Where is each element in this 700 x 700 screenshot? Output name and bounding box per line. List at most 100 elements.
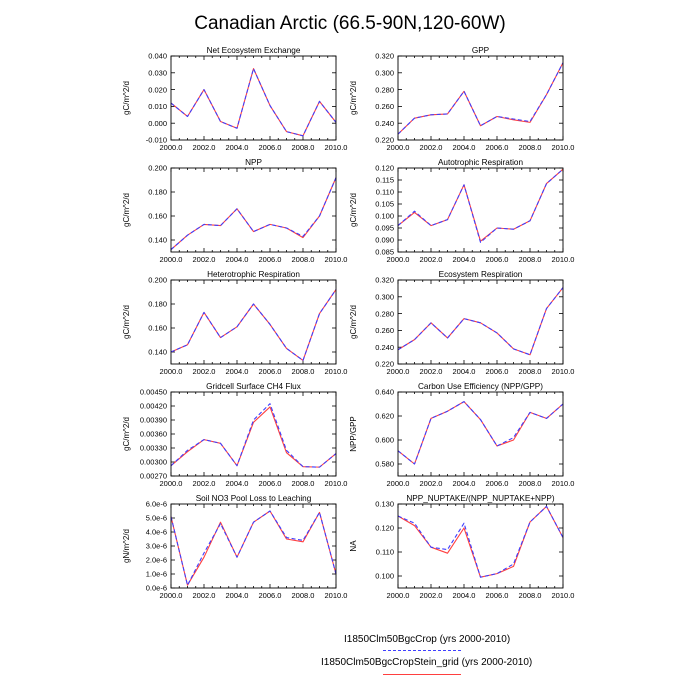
- y-tick-label: 0.040: [148, 52, 167, 61]
- x-tick-label: 2002.0: [420, 367, 443, 376]
- y-tick-label: 0.110: [376, 548, 394, 557]
- x-tick-label: 2010.0: [325, 255, 348, 264]
- x-tick-label: 2000.0: [387, 143, 410, 152]
- y-tick-label: 0.0e-6: [146, 584, 167, 593]
- y-tick-label: 0.280: [375, 85, 394, 94]
- y-tick-label: 5.0e-6: [146, 514, 167, 523]
- panel-title: Ecosystem Respiration: [439, 270, 523, 279]
- series-line-1: [397, 62, 564, 135]
- plot-frame: [170, 55, 337, 141]
- plot-frame: [397, 55, 564, 141]
- x-tick-label: 2006.0: [486, 367, 509, 376]
- x-tick-label: 2000.0: [160, 479, 183, 488]
- panel-grid: Net Ecosystem Exchange 2000.0 2002.0 2004.0…: [122, 46, 574, 600]
- series-line-1: [170, 177, 337, 251]
- y-tick-label: 0.300: [375, 69, 394, 78]
- x-tick-label: 2008.0: [519, 255, 542, 264]
- y-axis-label: gC/m^2/d: [122, 81, 131, 115]
- x-tick-label: 2002.0: [420, 591, 443, 600]
- series-line-1: [397, 168, 564, 243]
- x-tick-label: 2002.0: [193, 591, 216, 600]
- x-tick-label: 2002.0: [420, 479, 443, 488]
- y-tick-label: 0.085: [375, 248, 394, 257]
- y-axis-label: NA: [349, 540, 358, 552]
- y-tick-label: 0.160: [148, 212, 167, 221]
- y-axis-label: gN/m^2/d: [122, 529, 131, 563]
- x-tick-label: 2008.0: [519, 591, 542, 600]
- panel-5: Heterotrophic Respiration 2000.0 2002.0 200…: [122, 270, 347, 376]
- x-tick-label: 2004.0: [453, 479, 476, 488]
- y-tick-label: 1.0e-6: [146, 570, 167, 579]
- x-tick-label: 2006.0: [486, 479, 509, 488]
- panel-title: Net Ecosystem Exchange: [207, 46, 301, 55]
- legend-line-series2: [383, 674, 461, 675]
- x-tick-label: 2008.0: [519, 367, 542, 376]
- panel-4: Autotrophic Respiration 2000.0 2002.0 2004.…: [349, 158, 574, 264]
- y-tick-label: 0.105: [375, 200, 394, 209]
- series-line-2: [170, 177, 337, 251]
- y-tick-label: 0.600: [375, 436, 394, 445]
- panel-9: Soil NO3 Pool Loss to Leaching 2000.0 2002…: [122, 494, 347, 600]
- panel-7: Gridcell Surface CH4 Flux 2000.0 2002.0 200…: [122, 382, 347, 488]
- plot-frame: [170, 503, 337, 589]
- series-line-1: [170, 68, 337, 137]
- series-line-1: [170, 289, 337, 361]
- y-tick-label: 0.140: [148, 236, 167, 245]
- panel-10: NPP_NUPTAKE/(NPP_NUPTAKE+NPP) 2000.0 2002.…: [349, 494, 574, 600]
- series-line-2: [397, 168, 564, 242]
- y-tick-label: 0.115: [376, 176, 394, 185]
- y-tick-label: 0.030: [148, 69, 167, 78]
- y-tick-label: 0.00300: [140, 458, 167, 467]
- panel-title: Carbon Use Efficiency (NPP/GPP): [418, 382, 543, 391]
- plot-frame: [397, 503, 564, 589]
- x-tick-label: 2010.0: [552, 367, 575, 376]
- x-tick-label: 2008.0: [292, 143, 315, 152]
- x-tick-label: 2002.0: [193, 479, 216, 488]
- x-tick-label: 2006.0: [259, 591, 282, 600]
- y-tick-label: 0.000: [148, 119, 167, 128]
- y-tick-label: 0.240: [375, 343, 394, 352]
- series-line-2: [397, 505, 564, 578]
- y-tick-label: 0.00330: [140, 444, 167, 453]
- x-tick-label: 2006.0: [486, 255, 509, 264]
- y-axis-label: gC/m^2/d: [122, 305, 131, 339]
- x-tick-label: 2010.0: [325, 143, 348, 152]
- y-tick-label: 0.580: [375, 460, 394, 469]
- x-tick-label: 2008.0: [292, 367, 315, 376]
- legend-line-series1: [383, 650, 461, 651]
- panel-1: Net Ecosystem Exchange 2000.0 2002.0 2004.0…: [122, 46, 347, 152]
- panel-8: Carbon Use Efficiency (NPP/GPP) 2000.0 200…: [349, 382, 574, 488]
- plot-frame: [397, 391, 564, 477]
- x-tick-label: 2008.0: [519, 143, 542, 152]
- plot-frame: [397, 279, 564, 365]
- x-tick-label: 2002.0: [193, 367, 216, 376]
- y-tick-label: 3.0e-6: [146, 542, 167, 551]
- y-tick-label: 0.130: [375, 500, 394, 509]
- y-tick-label: 0.260: [375, 102, 394, 111]
- y-tick-label: 0.140: [148, 348, 167, 357]
- y-tick-label: -0.010: [146, 136, 167, 145]
- y-tick-label: 0.220: [375, 136, 394, 145]
- x-tick-label: 2006.0: [486, 143, 509, 152]
- series-line-2: [170, 289, 337, 361]
- panel-title: Soil NO3 Pool Loss to Leaching: [196, 494, 312, 503]
- y-tick-label: 0.100: [375, 572, 394, 581]
- y-tick-label: 0.200: [148, 276, 167, 285]
- x-tick-label: 2004.0: [226, 143, 249, 152]
- y-tick-label: 0.00390: [140, 416, 167, 425]
- x-tick-label: 2000.0: [160, 591, 183, 600]
- y-tick-label: 0.095: [375, 224, 394, 233]
- y-axis-label: gC/m^2/d: [122, 193, 131, 227]
- legend-label-series2: I1850Clm50BgcCropStein_grid (yrs 2000-20…: [321, 657, 533, 668]
- y-axis-label: gC/m^2/d: [349, 193, 358, 227]
- x-tick-label: 2004.0: [453, 591, 476, 600]
- y-tick-label: 0.200: [148, 164, 167, 173]
- series-line-2: [170, 406, 337, 468]
- panel-3: NPP 2000.0 2002.0 2004.0 2006.0 2008.0 2010.0 0…: [122, 158, 347, 264]
- y-tick-label: 0.260: [375, 326, 394, 335]
- series-line-1: [397, 287, 564, 356]
- x-tick-label: 2000.0: [387, 591, 410, 600]
- y-tick-label: 0.100: [375, 212, 394, 221]
- x-tick-label: 2008.0: [519, 479, 542, 488]
- x-tick-label: 2002.0: [420, 255, 443, 264]
